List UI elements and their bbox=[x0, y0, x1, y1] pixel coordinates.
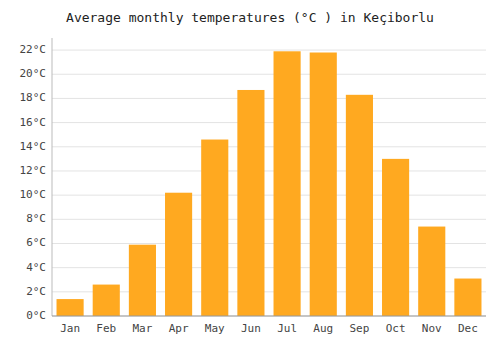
y-tick-label: 0°C bbox=[26, 309, 46, 322]
chart-container: 0°C 2°C 4°C 6°C 8°C 10°C 12°C 14°C 16°C 18°C 20°C 2… bbox=[0, 0, 500, 350]
title: Average monthly temperatures (°C ) in Ke… bbox=[66, 10, 434, 25]
y-tick-label: 10°C bbox=[20, 188, 47, 201]
bar bbox=[274, 51, 301, 316]
bar bbox=[57, 299, 84, 316]
bar bbox=[454, 279, 481, 316]
y-tick-label: 4°C bbox=[26, 261, 46, 274]
grid-line bbox=[52, 219, 486, 220]
y-ticks: 0°C 2°C 4°C 6°C 8°C 10°C 12°C 14°C 16°C 18°C 20°C 2… bbox=[20, 43, 47, 322]
x-ticks: Jan Feb Mar Apr May Jun Jul Aug Sep Oct Nov Dec bbox=[60, 322, 478, 335]
bar bbox=[237, 90, 264, 316]
x-tick-label: Oct bbox=[386, 322, 406, 335]
y-tick-label: 16°C bbox=[20, 116, 47, 129]
grid-line bbox=[52, 195, 486, 196]
x-tick-label: Sep bbox=[349, 322, 369, 335]
bar bbox=[382, 159, 409, 316]
bar bbox=[418, 227, 445, 316]
grid-line bbox=[52, 170, 486, 171]
bars bbox=[57, 51, 482, 316]
grid-line bbox=[52, 98, 486, 99]
x-tick-label: Dec bbox=[458, 322, 478, 335]
bar bbox=[310, 53, 337, 316]
x-tick-label: Jun bbox=[241, 322, 261, 335]
y-tick-label: 18°C bbox=[20, 91, 47, 104]
chart-svg: 0°C 2°C 4°C 6°C 8°C 10°C 12°C 14°C 16°C 18°C 20°C 2… bbox=[0, 0, 500, 350]
bar bbox=[93, 285, 120, 316]
y-tick-label: 20°C bbox=[20, 67, 47, 80]
y-tick-label: 22°C bbox=[20, 43, 47, 56]
y-tick-label: 2°C bbox=[26, 285, 46, 298]
grid-line bbox=[52, 122, 486, 123]
y-tick-label: 12°C bbox=[20, 164, 47, 177]
bar bbox=[201, 140, 228, 316]
x-tick-label: Mar bbox=[132, 322, 152, 335]
bar bbox=[165, 193, 192, 316]
grid-line bbox=[52, 316, 486, 317]
y-tick-label: 6°C bbox=[26, 236, 46, 249]
grid-line bbox=[52, 74, 486, 75]
bar bbox=[346, 95, 373, 316]
x-tick-label: Feb bbox=[96, 322, 116, 335]
x-tick-label: Jan bbox=[60, 322, 80, 335]
x-tick-label: May bbox=[205, 322, 225, 335]
grid-line bbox=[52, 146, 486, 147]
x-tick-label: Nov bbox=[422, 322, 442, 335]
grid bbox=[52, 50, 486, 316]
grid-line bbox=[52, 50, 486, 51]
y-axis-line bbox=[52, 38, 53, 316]
x-tick-label: Jul bbox=[277, 322, 297, 335]
x-axis-line bbox=[52, 316, 486, 317]
x-tick-label: Aug bbox=[313, 322, 333, 335]
bar bbox=[129, 245, 156, 316]
y-tick-label: 14°C bbox=[20, 140, 47, 153]
x-tick-label: Apr bbox=[169, 322, 189, 335]
y-tick-label: 8°C bbox=[26, 212, 46, 225]
